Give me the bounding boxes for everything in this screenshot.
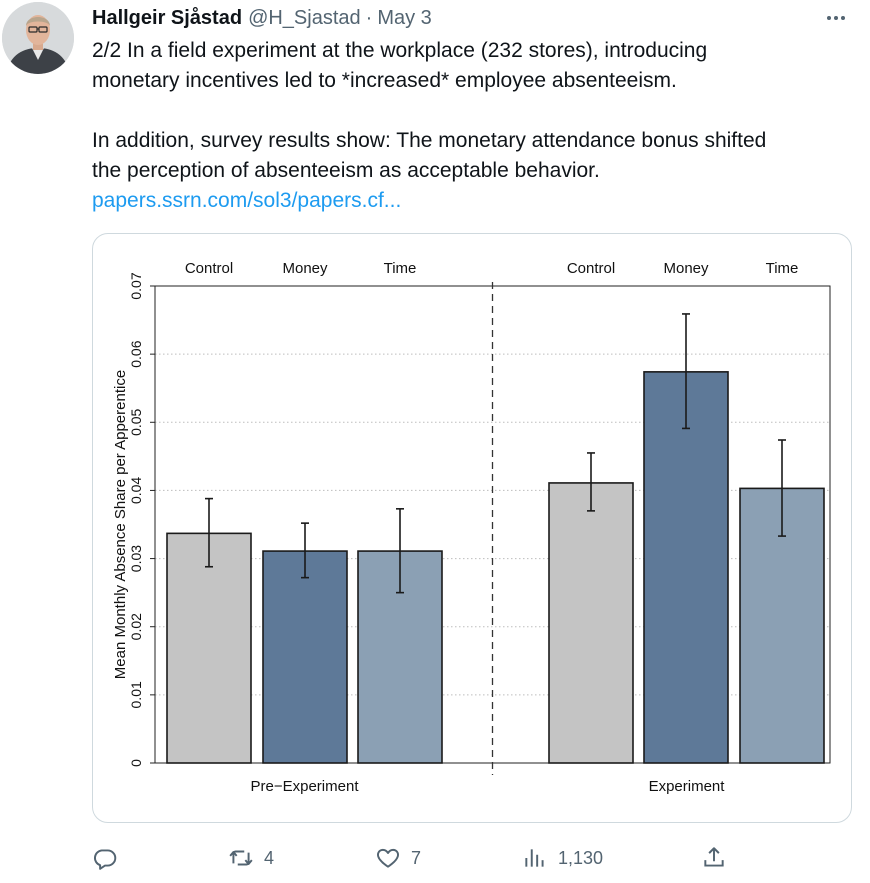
- category-label: Control: [185, 260, 233, 277]
- y-tick-label: 0.07: [128, 272, 144, 299]
- like-button[interactable]: 7: [375, 842, 421, 874]
- bar-chart: 0 0.01 0.02 0.03 0.04 0.05 0.06 0.07 Mean Monthl…: [112, 260, 831, 795]
- paper-link[interactable]: papers.ssrn.com/sol3/papers.cf...: [92, 189, 402, 212]
- more-options-button[interactable]: [818, 6, 854, 30]
- bar: [166, 532, 252, 764]
- category-label: Control: [567, 260, 615, 277]
- share-button[interactable]: [701, 842, 727, 874]
- category-label: Money: [663, 260, 709, 277]
- share-icon: [704, 847, 724, 867]
- y-axis-label: Mean Monthly Absence Share per Apperenti…: [112, 370, 129, 679]
- bar: [643, 371, 729, 764]
- action-bar: 4 7 1,130: [92, 842, 832, 874]
- category-label: Money: [282, 260, 328, 277]
- retweet-count: 4: [264, 847, 275, 868]
- category-label: Time: [384, 260, 417, 277]
- author-name[interactable]: Hallgeir Sjåstad: [92, 7, 243, 29]
- reply-icon: [93, 849, 117, 870]
- author-avatar[interactable]: [2, 2, 74, 74]
- separator-dot: ·: [365, 7, 373, 29]
- bar: [262, 550, 348, 764]
- tweet-media-chart[interactable]: 0 0.01 0.02 0.03 0.04 0.05 0.06 0.07 Mean Monthl…: [92, 233, 852, 823]
- tweet-text-line: 2/2 In a field experiment at the workpla…: [92, 39, 708, 62]
- tweet-date[interactable]: May 3: [377, 7, 432, 29]
- retweet-icon: [229, 850, 253, 866]
- retweet-button[interactable]: 4: [228, 842, 274, 874]
- views-count: 1,130: [558, 847, 604, 868]
- y-tick-label: 0.04: [128, 477, 144, 504]
- like-count: 7: [411, 847, 422, 868]
- author-handle[interactable]: @H_Sjastad: [248, 7, 361, 29]
- views-chart-icon: [525, 849, 544, 867]
- y-tick-label: 0.05: [128, 408, 144, 435]
- y-tick-label: 0: [128, 759, 144, 767]
- bar: [548, 482, 634, 764]
- y-tick-label: 0.06: [128, 340, 144, 367]
- category-label: Time: [766, 260, 799, 277]
- y-tick-label: 0.01: [128, 681, 144, 708]
- more-icon: [827, 16, 831, 20]
- reply-button[interactable]: [92, 842, 128, 874]
- heart-icon: [377, 848, 399, 868]
- tweet-text-line: monetary incentives led to *increased* e…: [92, 69, 677, 92]
- y-tick-label: 0.02: [128, 613, 144, 640]
- tweet-text-line: In addition, survey results show: The mo…: [92, 129, 767, 152]
- tweet-text-line: the perception of absenteeism as accepta…: [92, 159, 600, 182]
- panel-label: Experiment: [649, 778, 726, 795]
- y-tick-label: 0.03: [128, 545, 144, 572]
- tweet-header: Hallgeir Sjåstad @H_Sjastad · May 3: [92, 6, 432, 30]
- tweet-text: 2/2 In a field experiment at the workpla…: [92, 36, 852, 216]
- panel-label: Pre−Experiment: [251, 778, 360, 795]
- views-button[interactable]: 1,130: [522, 842, 603, 874]
